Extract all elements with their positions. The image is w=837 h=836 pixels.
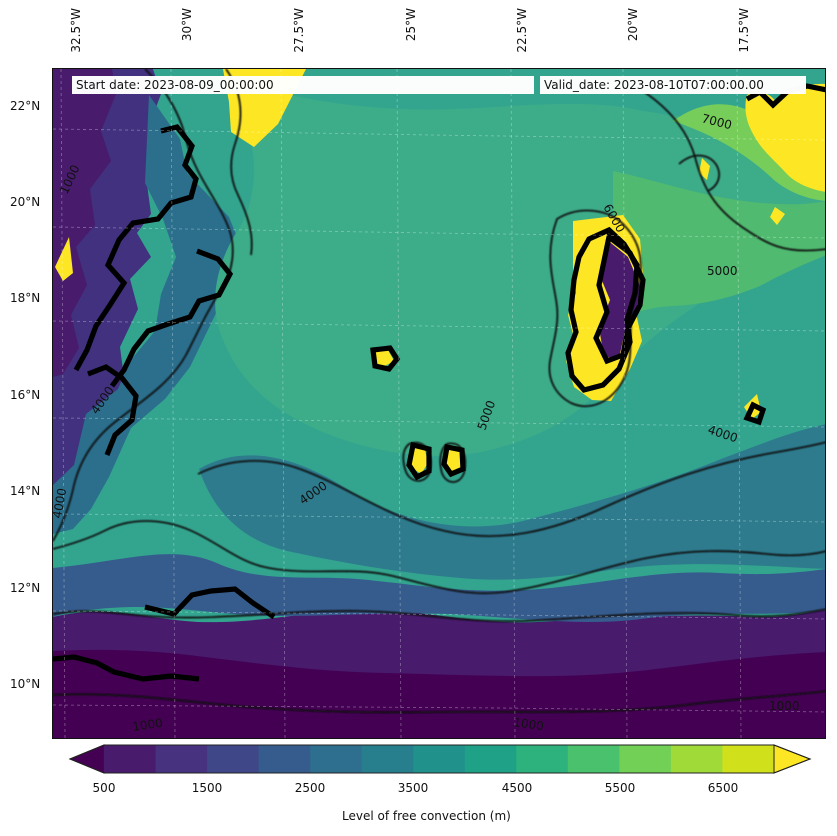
colorbar-tick-3500: 3500 <box>397 781 429 795</box>
contour-label-4000-west-edge: 4000 <box>53 487 69 520</box>
longitude-tick-17-5w: 17.5°W <box>737 8 751 53</box>
central-yellow-patches <box>373 350 463 474</box>
longitude-tick-22-5w: 22.5°W <box>515 8 529 53</box>
colorbar-segment <box>258 745 311 773</box>
map-plot-area: 7000 5000 4000 4000 1000 1000 1000 6000 … <box>52 68 826 739</box>
colorbar-label: Level of free convection (m) <box>342 809 511 823</box>
contour-label-5000: 5000 <box>707 264 738 278</box>
colorbar-segment <box>207 745 260 773</box>
thick-contours <box>53 83 825 682</box>
west-deep-region <box>53 69 116 377</box>
latitude-tick-18n: 18°N <box>10 291 41 305</box>
valid-date-label: Valid_date: 2023-08-10T07:00:00.00 <box>540 76 806 94</box>
latitude-tick-22n: 22°N <box>10 99 41 113</box>
colorbar-tick-6500: 6500 <box>707 781 739 795</box>
latitude-tick-12n: 12°N <box>10 581 41 595</box>
central-south-region <box>199 424 825 580</box>
colorbar-tick-5500: 5500 <box>604 781 636 795</box>
northeast-light-region <box>673 104 825 201</box>
longitude-tick-27-5w: 27.5°W <box>292 8 306 53</box>
colorbar-tick-2500: 2500 <box>294 781 326 795</box>
contour-lines <box>53 69 825 714</box>
northeast-yellow-region <box>745 83 825 192</box>
colorbar-tick-500: 500 <box>92 781 116 795</box>
colorbar-segment <box>567 745 620 773</box>
colorbar-segment <box>670 745 723 773</box>
contour-label-1000-south: 1000 <box>513 715 545 733</box>
colorbar-segment <box>722 745 775 773</box>
latitude-tick-16n: 16°N <box>10 388 41 402</box>
longitude-tick-30w: 30°W <box>180 8 194 42</box>
colorbar-segment <box>516 745 569 773</box>
longitude-tick-32-5w: 32.5°W <box>69 8 83 53</box>
start-date-label: Start date: 2023-08-09_00:00:00 <box>72 76 534 94</box>
latitude-tick-10n: 10°N <box>10 677 41 691</box>
longitude-tick-20w: 20°W <box>626 8 640 42</box>
colorbar-tick-4500: 4500 <box>501 781 533 795</box>
central-light-region <box>215 91 825 457</box>
latitude-tick-20n: 20°N <box>10 195 41 209</box>
colorbar-segment <box>104 745 157 773</box>
south-deep-region <box>53 649 825 738</box>
colorbar-right-extension <box>773 744 812 774</box>
colorbar-segment <box>361 745 414 773</box>
contour-label-1000-southwest: 1000 <box>131 716 163 734</box>
colorbar-segment <box>413 745 466 773</box>
colorbar-segment <box>464 745 517 773</box>
contour-label-1000-southeast: 1000 <box>769 699 800 713</box>
colorbar-segment <box>619 745 672 773</box>
colorbar-segment <box>310 745 363 773</box>
latitude-tick-14n: 14°N <box>10 484 41 498</box>
colorbar <box>68 744 812 774</box>
map-canvas: 7000 5000 4000 4000 1000 1000 1000 6000 … <box>53 69 825 738</box>
longitude-tick-25w: 25°W <box>404 8 418 42</box>
colorbar-tick-1500: 1500 <box>191 781 223 795</box>
colorbar-border <box>68 744 812 774</box>
east-purple-patch <box>599 239 641 358</box>
colorbar-segment <box>155 745 208 773</box>
graticule-lines <box>53 69 825 738</box>
colorbar-left-extension <box>68 744 105 774</box>
east-light-region <box>613 171 825 323</box>
west-transition-region <box>53 95 247 534</box>
